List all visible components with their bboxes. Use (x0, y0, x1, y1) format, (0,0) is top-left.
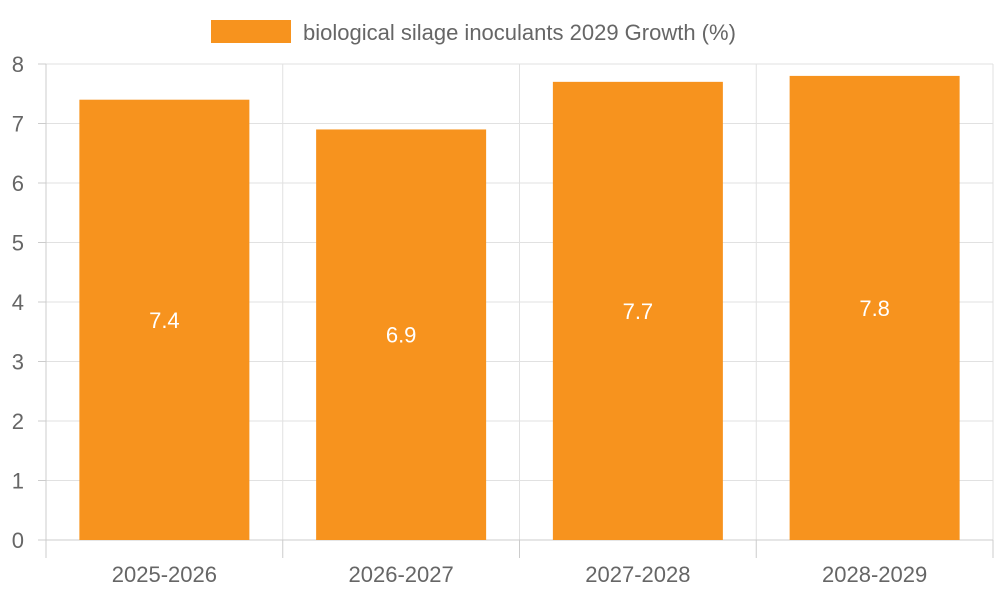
legend[interactable]: biological silage inoculants 2029 Growth… (211, 20, 736, 45)
legend-label: biological silage inoculants 2029 Growth… (303, 20, 736, 45)
x-tick-label: 2025-2026 (112, 562, 217, 587)
value-labels: 7.4 6.9 7.7 7.8 (149, 296, 890, 348)
y-tick-label: 1 (12, 469, 24, 494)
bar[interactable] (316, 129, 487, 540)
x-tick-label: 2026-2027 (349, 562, 454, 587)
y-tick-label: 8 (12, 52, 24, 77)
bar[interactable] (789, 75, 960, 541)
y-tick-label: 4 (12, 290, 24, 315)
x-tick-label: 2028-2029 (822, 562, 927, 587)
x-tick-label: 2027-2028 (585, 562, 690, 587)
legend-swatch (211, 20, 291, 43)
x-axis: 2025-2026 2026-2027 2027-2028 2028-2029 (45, 539, 994, 587)
y-tick-label: 2 (12, 409, 24, 434)
bar[interactable] (79, 99, 250, 540)
y-tick-label: 7 (12, 112, 24, 137)
y-tick-label: 0 (12, 528, 24, 553)
bar-value-label: 7.4 (149, 308, 180, 333)
bar[interactable] (552, 81, 723, 540)
bars (79, 75, 960, 541)
bar-value-label: 6.9 (386, 323, 417, 348)
y-tick-label: 3 (12, 350, 24, 375)
bar-value-label: 7.7 (623, 299, 654, 324)
y-axis: 0 1 2 3 4 5 6 7 8 (12, 52, 47, 553)
y-tick-label: 5 (12, 231, 24, 256)
y-tick-label: 6 (12, 171, 24, 196)
bar-value-label: 7.8 (859, 296, 890, 321)
